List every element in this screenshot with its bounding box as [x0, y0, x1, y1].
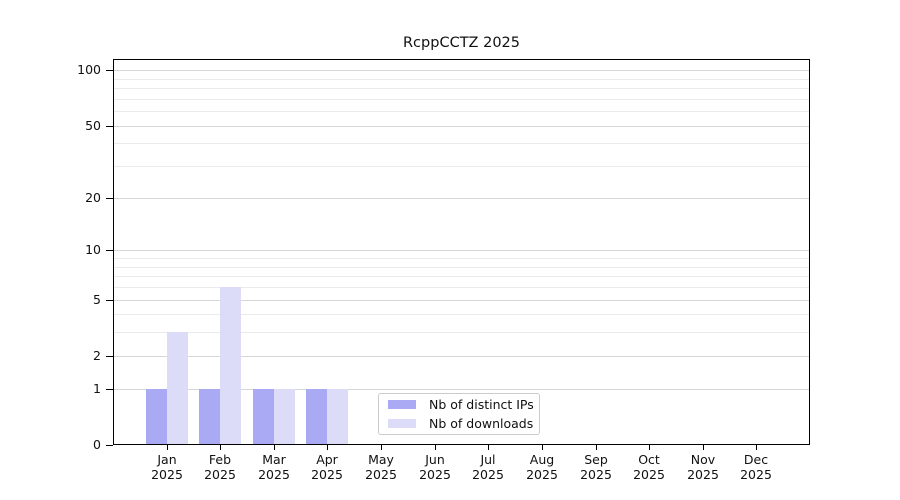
xtick-label-jan: Jan 2025: [151, 452, 183, 482]
ytick-mark-2: [106, 356, 113, 357]
ytick-mark-5: [106, 300, 113, 301]
gridline-100: [114, 70, 809, 71]
ytick-label-10: 10: [85, 242, 101, 257]
ytick-label-2: 2: [93, 348, 101, 363]
gridline-80: [114, 88, 809, 89]
xtick-mark-jul: [488, 445, 489, 450]
gridline-50: [114, 126, 809, 127]
gridline-6: [114, 287, 809, 288]
xtick-label-feb: Feb 2025: [204, 452, 236, 482]
xtick-label-jun: Jun 2025: [419, 452, 451, 482]
bar-jan-downloads: [167, 332, 188, 445]
gridline-30: [114, 166, 809, 167]
gridline-8: [114, 267, 809, 268]
bar-feb-ips: [199, 389, 220, 445]
xtick-mark-sep: [596, 445, 597, 450]
bar-jan-ips: [146, 389, 167, 445]
xtick-mark-mar: [274, 445, 275, 450]
legend-label-downloads: Nb of downloads: [429, 416, 534, 432]
xtick-mark-oct: [649, 445, 650, 450]
xtick-mark-nov: [703, 445, 704, 450]
gridline-60: [114, 111, 809, 112]
xtick-mark-aug: [542, 445, 543, 450]
ytick-label-50: 50: [85, 118, 101, 133]
bar-mar-downloads: [274, 389, 295, 445]
xtick-mark-apr: [327, 445, 328, 450]
ytick-mark-10: [106, 250, 113, 251]
bar-feb-downloads: [220, 287, 241, 445]
gridline-7: [114, 276, 809, 277]
plot-border: [113, 59, 810, 445]
xtick-label-mar: Mar 2025: [258, 452, 290, 482]
xtick-mark-feb: [220, 445, 221, 450]
xtick-mark-dec: [756, 445, 757, 450]
ytick-label-20: 20: [85, 190, 101, 205]
chart-title: RcppCCTZ 2025: [402, 35, 520, 51]
gridline-4: [114, 314, 809, 315]
xtick-label-jul: Jul 2025: [472, 452, 504, 482]
gridline-1: [114, 389, 809, 390]
gridline-10: [114, 250, 809, 251]
legend-entry-downloads: Nb of downloads: [379, 416, 539, 433]
xtick-label-sep: Sep 2025: [580, 452, 612, 482]
ytick-mark-20: [106, 198, 113, 199]
xtick-label-apr: Apr 2025: [311, 452, 343, 482]
xtick-label-aug: Aug 2025: [526, 452, 558, 482]
bar-apr-ips: [306, 389, 327, 445]
ytick-mark-0: [106, 445, 113, 446]
ytick-label-1: 1: [93, 381, 101, 396]
legend: Nb of distinct IPs Nb of downloads: [378, 393, 540, 435]
ytick-label-0: 0: [93, 437, 101, 452]
xtick-label-nov: Nov 2025: [687, 452, 719, 482]
gridline-20: [114, 198, 809, 199]
gridline-70: [114, 99, 809, 100]
xtick-mark-may: [381, 445, 382, 450]
legend-label-distinct-ips: Nb of distinct IPs: [429, 396, 534, 412]
gridline-40: [114, 143, 809, 144]
ytick-mark-50: [106, 126, 113, 127]
gridline-5: [114, 300, 809, 301]
gridline-3: [114, 332, 809, 333]
gridline-90: [114, 79, 809, 80]
xtick-mark-jan: [167, 445, 168, 450]
legend-swatch-distinct-ips: [388, 399, 416, 409]
gridline-9: [114, 258, 809, 259]
ytick-label-5: 5: [93, 292, 101, 307]
bar-apr-downloads: [327, 389, 348, 445]
ytick-label-100: 100: [77, 62, 101, 77]
gridline-2: [114, 356, 809, 357]
legend-entry-distinct-ips: Nb of distinct IPs: [379, 396, 539, 413]
bar-mar-ips: [253, 389, 274, 445]
xtick-label-oct: Oct 2025: [633, 452, 665, 482]
legend-swatch-downloads: [388, 419, 416, 429]
ytick-mark-1: [106, 389, 113, 390]
ytick-mark-100: [106, 70, 113, 71]
xtick-label-may: May 2025: [365, 452, 397, 482]
xtick-mark-jun: [435, 445, 436, 450]
xtick-label-dec: Dec 2025: [740, 452, 772, 482]
